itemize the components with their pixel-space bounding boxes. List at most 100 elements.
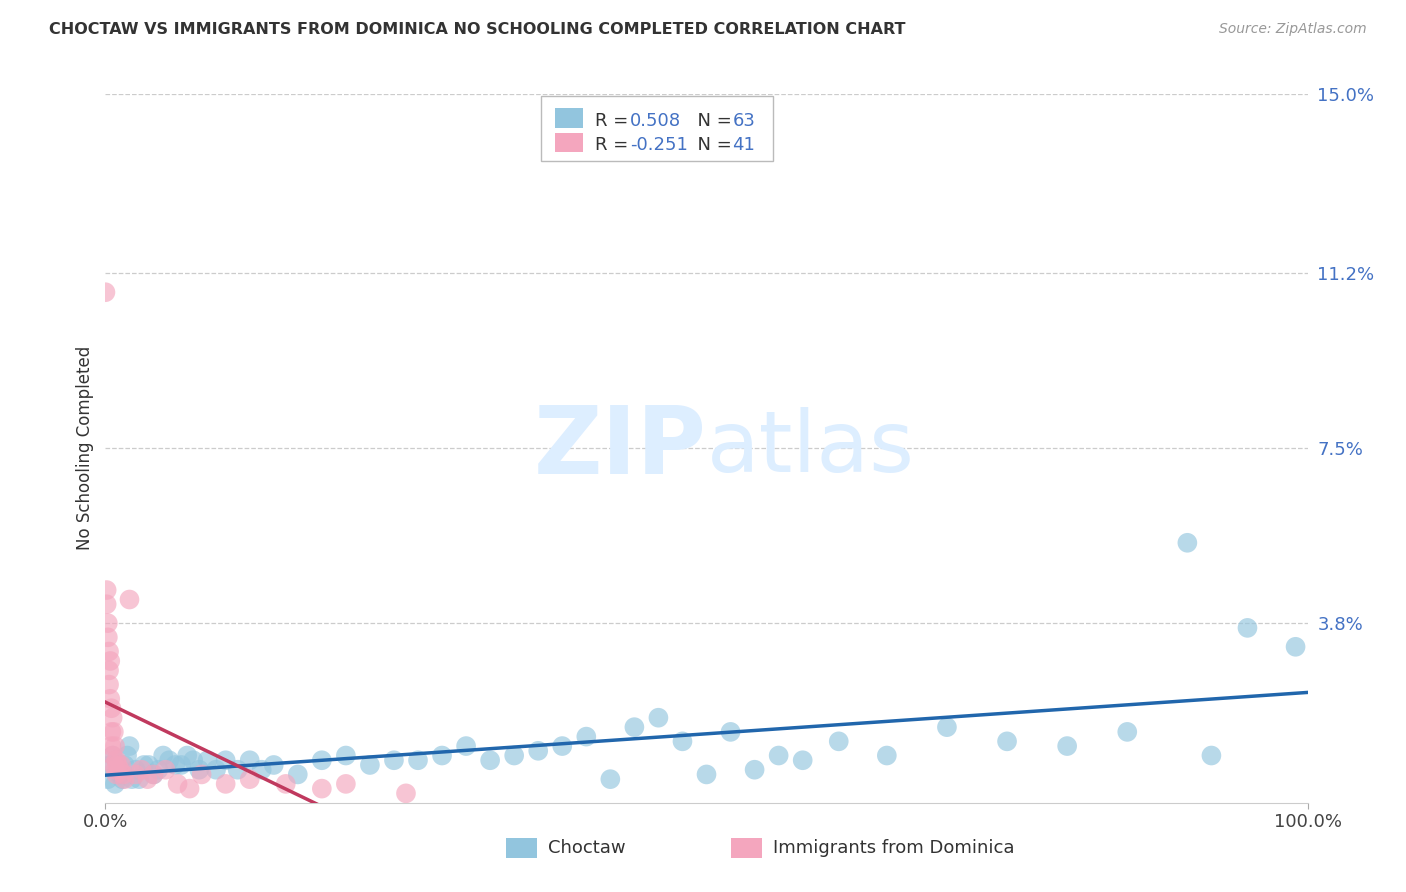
Point (1056, 739, 1078, 753)
Point (166, 777, 188, 791)
Point (152, 748, 174, 763)
Point (335, 777, 357, 791)
Point (101, 711, 124, 725)
Text: CHOCTAW VS IMMIGRANTS FROM DOMINICA NO SCHOOLING COMPLETED CORRELATION CHART: CHOCTAW VS IMMIGRANTS FROM DOMINICA NO S… (49, 22, 905, 37)
Point (142, 767, 165, 781)
Point (100, 724, 122, 739)
Point (395, 786, 418, 800)
Point (96, 597, 118, 611)
Point (214, 777, 236, 791)
Point (104, 763, 127, 777)
Point (118, 739, 141, 753)
Text: atlas: atlas (707, 407, 914, 490)
Text: ZIP: ZIP (534, 402, 707, 494)
Point (454, 739, 477, 753)
Point (1236, 621, 1258, 635)
Point (97, 630, 120, 644)
Point (108, 767, 131, 781)
Point (311, 753, 333, 767)
Text: 63: 63 (733, 112, 755, 129)
Point (1175, 535, 1198, 549)
Point (263, 758, 285, 772)
Point (671, 734, 693, 748)
Point (876, 748, 898, 763)
Point (103, 724, 125, 739)
Point (995, 734, 1018, 748)
Text: 41: 41 (733, 136, 755, 154)
Point (335, 748, 357, 763)
Point (226, 763, 249, 777)
Point (430, 748, 453, 763)
Point (155, 763, 177, 777)
Point (97, 772, 120, 787)
Point (124, 767, 146, 781)
Point (311, 781, 333, 796)
Point (101, 748, 124, 763)
Point (287, 767, 309, 781)
Point (720, 724, 742, 739)
Point (121, 772, 143, 787)
Point (181, 753, 204, 767)
Point (197, 753, 219, 767)
Point (792, 753, 814, 767)
Point (114, 772, 136, 787)
Text: R =: R = (595, 136, 634, 154)
Point (503, 748, 526, 763)
Point (101, 748, 124, 763)
Point (136, 772, 159, 787)
Point (623, 720, 645, 734)
Point (132, 758, 155, 772)
Point (170, 758, 193, 772)
Point (114, 758, 136, 772)
Point (107, 758, 129, 772)
Point (406, 753, 429, 767)
Point (214, 753, 236, 767)
Text: Choctaw: Choctaw (548, 839, 626, 857)
Point (98, 691, 121, 706)
Point (575, 730, 598, 744)
Point (105, 753, 128, 767)
Point (104, 739, 127, 753)
Point (110, 758, 132, 772)
Point (176, 748, 198, 763)
Point (148, 763, 170, 777)
Point (744, 763, 766, 777)
Point (239, 772, 262, 787)
Point (551, 739, 574, 753)
Point (179, 781, 201, 796)
Point (599, 772, 621, 787)
Point (96, 583, 118, 598)
Point (274, 777, 297, 791)
Point (188, 763, 211, 777)
Point (250, 763, 273, 777)
Point (98, 664, 121, 678)
Text: Immigrants from Dominica: Immigrants from Dominica (773, 839, 1015, 857)
Point (98, 644, 121, 658)
Point (157, 753, 180, 767)
Point (94, 285, 117, 300)
Point (115, 748, 138, 763)
Point (138, 758, 160, 772)
Point (98, 678, 121, 692)
Text: Source: ZipAtlas.com: Source: ZipAtlas.com (1219, 22, 1367, 37)
Point (205, 763, 228, 777)
Point (696, 767, 718, 781)
Text: -0.251: -0.251 (630, 136, 688, 154)
Text: N =: N = (686, 136, 738, 154)
Point (479, 753, 502, 767)
Point (239, 753, 262, 767)
Point (359, 758, 381, 772)
Point (936, 720, 959, 734)
Point (118, 592, 141, 607)
Point (131, 763, 153, 777)
Point (1201, 748, 1223, 763)
Point (1284, 640, 1306, 654)
Point (98, 654, 121, 668)
Point (128, 772, 150, 787)
Point (104, 777, 127, 791)
Point (112, 767, 135, 781)
Y-axis label: No Schooling Completed: No Schooling Completed (76, 346, 94, 550)
Point (382, 753, 405, 767)
Point (103, 758, 125, 772)
Point (100, 739, 122, 753)
